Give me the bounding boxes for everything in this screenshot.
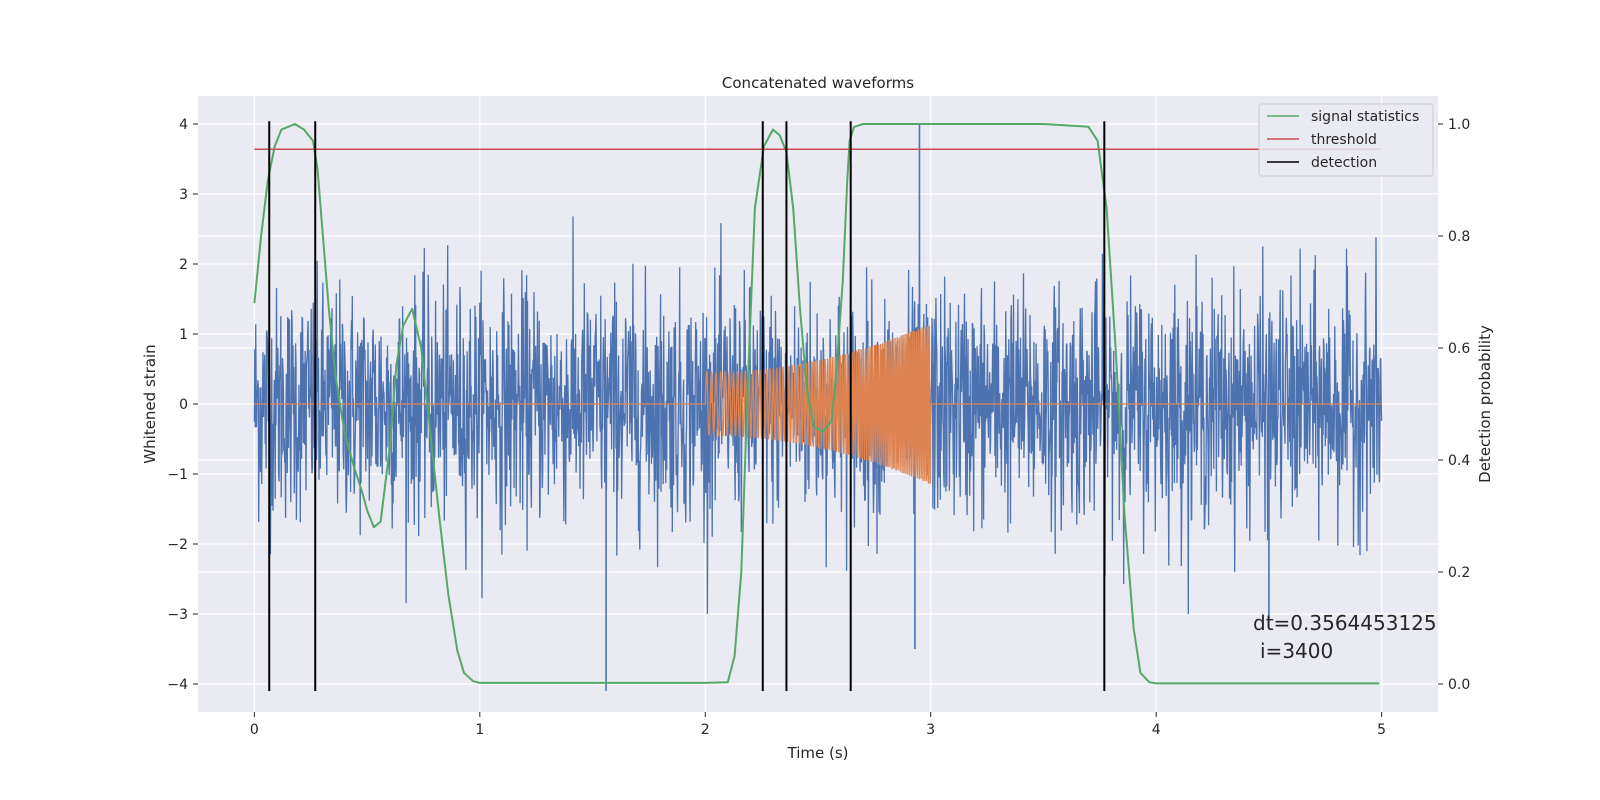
y-tick-label: −1 xyxy=(167,467,188,483)
y2-axis-label: Detection probability xyxy=(1476,325,1494,483)
x-tick-label: 3 xyxy=(926,722,935,738)
signal-statistics-line xyxy=(253,123,1380,685)
y-tick-label: −3 xyxy=(167,607,188,623)
legend-label-detection: detection xyxy=(1311,155,1377,171)
y-tick-label: 2 xyxy=(179,257,188,273)
x-tick-label: 5 xyxy=(1377,722,1386,738)
injected-signal-series xyxy=(254,325,1382,484)
y-tick-label: 1 xyxy=(179,327,188,343)
legend-label-signal-statistics: signal statistics xyxy=(1311,109,1419,125)
plot-area xyxy=(253,121,1383,691)
axes: 0 1 2 3 4 5 −4 −3 −2 −1 0 1 2 3 4 0.0 0.2 0.4 0.6 0.8 1.0 xyxy=(167,117,1470,738)
y-tick-label: 3 xyxy=(179,187,188,203)
chart-title: Concatenated waveforms xyxy=(722,74,914,92)
y2-tick-label: 0.8 xyxy=(1448,229,1470,245)
y2-tick-label: 1.0 xyxy=(1448,117,1470,133)
y-axis-label: Whitened strain xyxy=(141,344,159,463)
legend-label-threshold: threshold xyxy=(1311,132,1377,148)
x-tick-label: 4 xyxy=(1152,722,1161,738)
x-axis-label: Time (s) xyxy=(787,744,849,762)
legend-box xyxy=(1258,103,1434,177)
y-tick-label: −4 xyxy=(167,677,188,693)
y2-tick-label: 0.6 xyxy=(1448,341,1470,357)
legend: signal statistics threshold detection xyxy=(1258,103,1434,177)
y-tick-label: 0 xyxy=(179,397,188,413)
y2-tick-label: 0.0 xyxy=(1448,677,1470,693)
y2-tick-label: 0.2 xyxy=(1448,565,1470,581)
x-tick-label: 1 xyxy=(475,722,484,738)
y2-tick-label: 0.4 xyxy=(1448,453,1470,469)
y-tick-label: 4 xyxy=(179,117,188,133)
annotation-i: i=3400 xyxy=(1260,639,1333,663)
x-tick-label: 0 xyxy=(250,722,259,738)
annotation-dt: dt=0.3564453125 xyxy=(1253,611,1437,635)
y-tick-label: −2 xyxy=(167,537,188,553)
x-tick-label: 2 xyxy=(701,722,710,738)
